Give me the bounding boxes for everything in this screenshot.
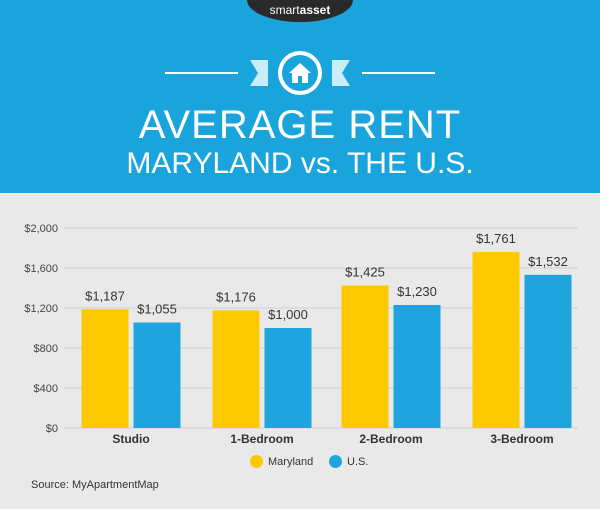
x-tick-label: Studio <box>112 432 149 446</box>
data-label: $1,532 <box>528 254 568 269</box>
house-icon <box>278 51 322 95</box>
legend-swatch-maryland <box>250 455 263 468</box>
y-tick-label: $2,000 <box>24 223 58 235</box>
header-banner: smartasset AVERAGE RENT MARYLAND vs. THE… <box>0 0 600 193</box>
legend-swatch-us <box>329 455 342 468</box>
y-tick-label: $800 <box>34 343 58 355</box>
y-tick-label: $400 <box>34 383 58 395</box>
chart-title: AVERAGE RENT <box>138 103 462 147</box>
brand-logo: smartasset <box>247 0 353 22</box>
data-label: $1,055 <box>137 302 177 317</box>
y-tick-label: $0 <box>46 423 58 435</box>
bar <box>341 285 389 428</box>
bar <box>133 322 181 428</box>
chart-legend: Maryland U.S. <box>0 455 600 475</box>
x-tick-label: 1-Bedroom <box>230 432 293 446</box>
y-tick-label: $1,600 <box>24 263 58 275</box>
data-label: $1,761 <box>476 231 516 246</box>
ribbon-left <box>250 60 268 86</box>
x-tick-label: 3-Bedroom <box>490 432 553 446</box>
brand-logo-bold: asset <box>299 3 331 17</box>
data-label: $1,176 <box>216 289 256 304</box>
legend-label-maryland: Maryland <box>268 455 314 468</box>
legend-item-us: U.S. <box>329 455 368 468</box>
data-label: $1,000 <box>268 307 308 322</box>
bar <box>393 305 441 428</box>
data-label: $1,230 <box>397 284 437 299</box>
bar <box>81 309 129 428</box>
bar <box>264 328 312 428</box>
ribbon-right <box>332 60 350 86</box>
header-ornament <box>165 51 435 95</box>
bar <box>212 310 260 428</box>
bar-chart: $0 $400 $800 $1,200 $1,600 $2,000 $1,187 $1,055… <box>24 223 578 446</box>
x-tick-label: 2-Bedroom <box>359 432 422 446</box>
chart-subtitle: MARYLAND vs. THE U.S. <box>126 147 474 180</box>
data-label: $1,425 <box>345 265 385 280</box>
data-label: $1,187 <box>85 288 125 303</box>
brand-logo-light: smart <box>269 3 300 17</box>
bar <box>524 274 572 428</box>
legend-item-maryland: Maryland <box>250 455 313 468</box>
y-tick-label: $1,200 <box>24 303 58 315</box>
bar <box>472 251 520 428</box>
source-note: Source: MyApartmentMap <box>31 479 159 491</box>
legend-label-us: U.S. <box>347 455 369 468</box>
